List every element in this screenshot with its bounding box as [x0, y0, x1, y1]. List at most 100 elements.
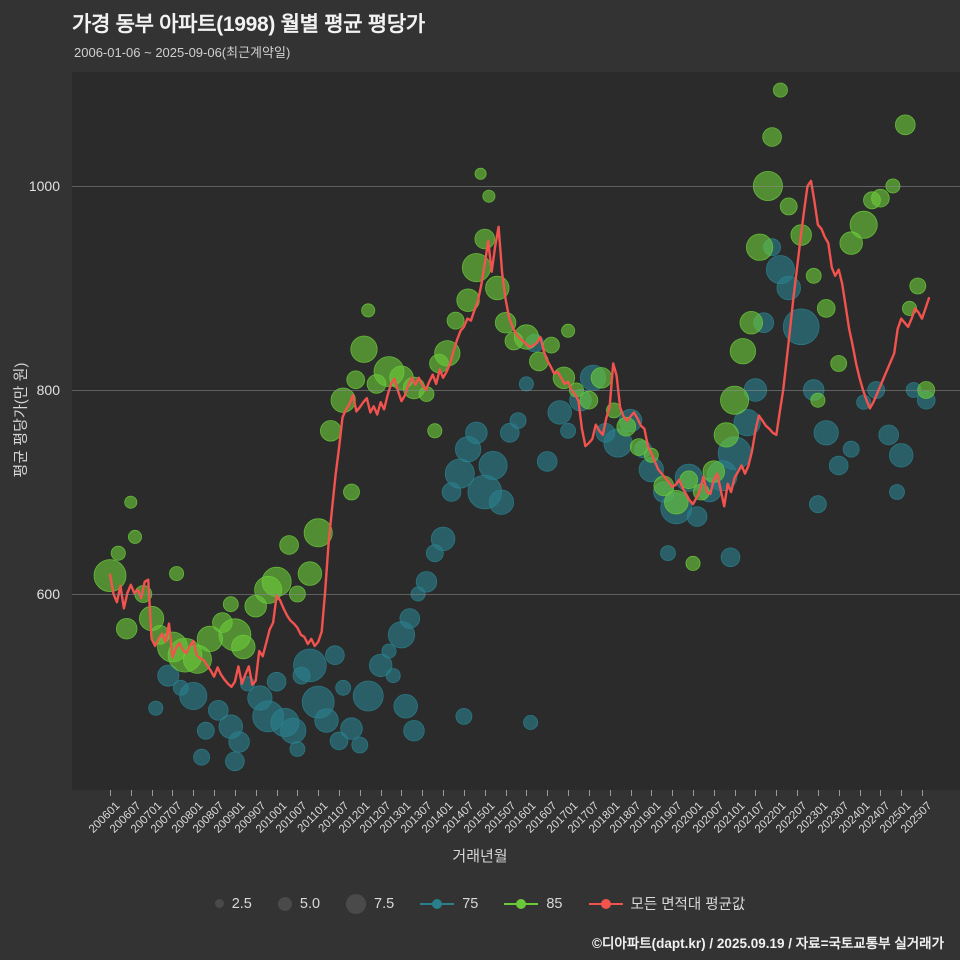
data-bubble [225, 751, 245, 772]
x-axis-tick [172, 790, 174, 796]
data-bubble [222, 596, 239, 613]
data-bubble [361, 303, 376, 318]
data-bubble [124, 495, 138, 509]
data-bubble [729, 338, 757, 365]
x-axis-tick [214, 790, 216, 796]
x-axis-tick [359, 790, 361, 796]
data-bubble [816, 299, 836, 318]
size-dot-icon [346, 893, 367, 914]
x-axis-tick [776, 790, 778, 796]
legend-series-item[interactable]: 75 [420, 896, 478, 912]
data-bubble [828, 455, 849, 476]
data-bubble [329, 731, 349, 751]
data-bubble [314, 708, 339, 733]
data-bubble [369, 653, 393, 678]
data-bubble [340, 717, 363, 740]
data-bubble [474, 228, 496, 250]
data-bubble [350, 335, 378, 363]
data-bubble [343, 483, 360, 501]
legend-marker-icon [588, 897, 623, 911]
legend-size-label: 5.0 [299, 895, 321, 912]
data-bubble [157, 664, 180, 687]
x-axis-tick [630, 790, 632, 796]
data-bubble [733, 408, 761, 437]
data-bubble [110, 545, 126, 561]
data-bubble [664, 490, 689, 515]
legend-series-label: 75 [462, 895, 479, 912]
y-axis-tick-label: 800 [36, 382, 60, 398]
x-axis-tick [817, 790, 819, 796]
data-bubble [772, 82, 788, 98]
legend-size-label: 2.5 [231, 895, 252, 912]
x-axis-tick [880, 790, 882, 796]
x-axis-tick [568, 790, 570, 796]
data-bubble [148, 700, 164, 716]
data-bubble [303, 518, 333, 548]
x-axis-tick [692, 790, 694, 796]
data-bubble [762, 127, 782, 147]
size-dot-icon [277, 896, 292, 911]
legend-marker-icon [504, 897, 539, 911]
data-bubble [465, 421, 488, 445]
data-bubble [805, 267, 822, 284]
x-axis-tick [110, 790, 111, 796]
series-bubbles-85 [93, 82, 936, 674]
data-bubble [182, 644, 212, 674]
y-axis-label-wrap: 평균 평당가(만 원) [8, 300, 32, 540]
data-bubble [179, 682, 208, 711]
chart-legend: 2.5 5.0 7.5 75 85 모든 면적대 평균값 [0, 893, 960, 914]
legend-series-label: 모든 면적대 평균값 [630, 897, 746, 913]
data-bubble [193, 748, 211, 766]
x-axis-tick [234, 790, 236, 796]
x-axis-tick [797, 790, 799, 796]
data-bubble [494, 311, 517, 334]
x-axis-tick [318, 790, 320, 796]
x-axis-tick [734, 790, 736, 796]
y-axis-label: 평균 평당가(만 원) [12, 362, 30, 478]
data-bubble [776, 275, 801, 301]
data-bubble [488, 489, 514, 515]
legend-series-item[interactable]: 85 [504, 896, 563, 912]
x-axis-tick [276, 790, 278, 796]
x-axis-tick [651, 790, 653, 796]
legend-size-item: 2.5 [214, 895, 252, 912]
series-bubbles-75 [148, 238, 936, 772]
data-bubble [849, 210, 878, 239]
data-bubble [518, 376, 534, 392]
data-bubble [686, 506, 708, 527]
data-bubble [279, 535, 299, 555]
x-axis-tick [713, 790, 715, 796]
x-axis-tick [901, 790, 903, 796]
x-axis-tick [151, 790, 153, 796]
data-bubble [616, 416, 637, 437]
data-bubble [560, 422, 577, 439]
data-bubble [320, 420, 342, 442]
data-bubble [455, 708, 473, 725]
data-bubble [427, 423, 443, 439]
data-bubble [351, 736, 369, 754]
x-axis-tick [859, 790, 861, 796]
data-bubble [474, 167, 487, 180]
data-bubble [590, 367, 613, 389]
data-bubble [536, 451, 558, 472]
y-axis-tick-label: 600 [36, 586, 60, 602]
data-bubble [542, 336, 560, 354]
data-bubble [385, 668, 401, 684]
data-bubble [878, 424, 899, 446]
data-bubble [523, 715, 539, 731]
average-line [108, 179, 931, 688]
data-bubble [579, 390, 599, 410]
data-bubble [547, 400, 572, 425]
x-axis-tick [130, 790, 132, 796]
legend-size-label: 7.5 [374, 895, 395, 912]
data-bubble [839, 231, 863, 255]
legend-size-item: 5.0 [277, 895, 321, 912]
data-bubble [393, 694, 418, 719]
data-bubble [456, 288, 480, 312]
legend-series-item[interactable]: 모든 면적대 평균값 [588, 893, 746, 914]
data-bubble [128, 529, 143, 544]
data-bubble [561, 323, 576, 338]
data-bubble [478, 450, 508, 480]
x-axis-tick [547, 790, 549, 796]
